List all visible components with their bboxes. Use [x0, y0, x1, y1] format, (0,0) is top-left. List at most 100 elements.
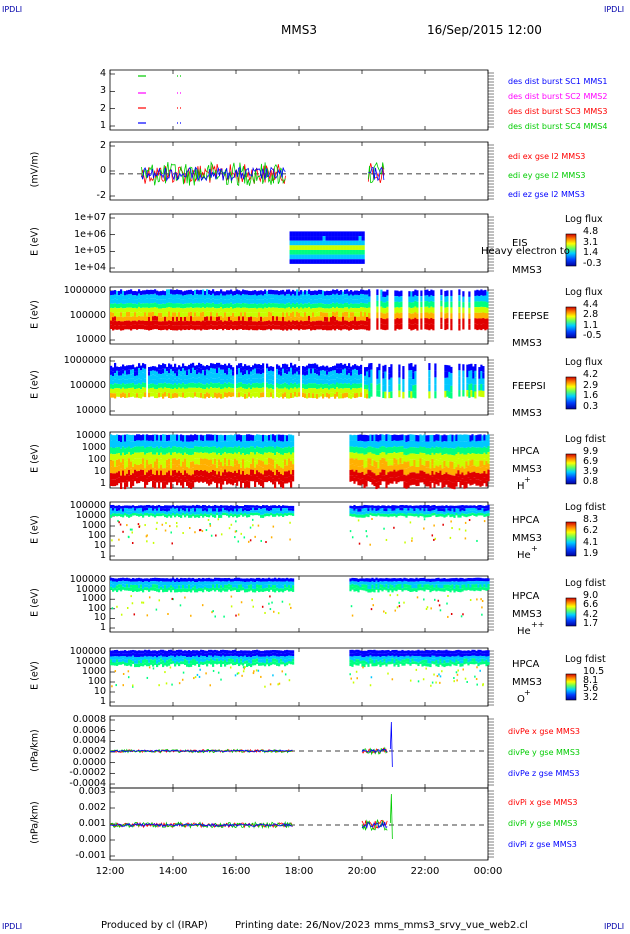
hpca_h-cell: [393, 452, 396, 458]
feeps_e-cell: [420, 296, 423, 302]
feeps_e-cell: [128, 311, 131, 317]
feeps_i-cell: [254, 373, 257, 379]
feeps_e-cell: [412, 291, 415, 297]
hpca_he1-cell: [393, 526, 395, 529]
feeps_i-cell: [296, 380, 299, 385]
feeps_e-cell: [194, 325, 197, 331]
hpca_h-cell: [451, 468, 454, 476]
feeps_e-cell: [186, 320, 189, 326]
feeps_e-cell: [358, 291, 361, 296]
footer-printing: Printing date: 26/Nov/2023: [235, 920, 371, 931]
hpca_h-cell: [202, 459, 205, 465]
hpca_h-cell: [274, 481, 277, 489]
feeps_i-cell: [200, 363, 203, 369]
hpca_he1-cell: [389, 513, 392, 517]
hpca_h-cell: [395, 471, 398, 478]
hpca_h-cell: [260, 435, 263, 442]
hpca_he1-cell: [198, 508, 201, 512]
feeps_e-cell: [170, 293, 173, 299]
feeps_e-cell: [294, 312, 297, 317]
feeps_i-cell: [238, 368, 241, 374]
hpca_h-cell: [254, 448, 257, 455]
hpca_h-cell: [216, 481, 219, 488]
feeps_i-cell: [254, 368, 257, 374]
feeps_e-cell: [206, 316, 209, 321]
feeps_e-cell: [112, 294, 115, 300]
hpca_h-cell: [407, 461, 410, 468]
hpca_h-cell: [118, 447, 121, 454]
feeps_e-cell: [220, 302, 223, 307]
feeps_i-cell: [184, 379, 187, 385]
eis-cell: [361, 249, 365, 255]
hpca_h-cell: [232, 435, 235, 442]
feeps_e-cell: [340, 307, 343, 313]
feeps_e-cell: [318, 325, 321, 330]
hpca_h-cell: [375, 475, 378, 483]
hpca_he1-cell: [252, 505, 255, 508]
hpca_he1-cell: [463, 511, 466, 514]
hpca_h-cell: [174, 475, 177, 482]
hpca_h-cell: [144, 474, 147, 482]
hpca_he1-cell: [130, 505, 133, 509]
feeps_e-cell: [166, 325, 169, 331]
feeps_i-cell: [214, 364, 217, 369]
hpca_he1-cell: [467, 505, 470, 509]
feeps_i-cell: [144, 382, 147, 388]
hpca_h-cell: [461, 447, 464, 454]
hpca_h-cell: [224, 475, 227, 482]
hpca_he1-cell: [407, 513, 410, 516]
feeps_e-cell: [484, 295, 487, 302]
hpca_he1-cell: [427, 508, 430, 512]
hpca_h-cell: [435, 453, 438, 460]
feeps_i-cell: [114, 383, 117, 389]
feeps_e-cell: [178, 316, 181, 321]
hpca_he1-cell: [477, 510, 480, 513]
hpca_h-cell: [112, 441, 115, 448]
feeps_e-cell: [182, 291, 185, 296]
hpca_he1-cell: [481, 510, 484, 514]
feeps_e-cell: [192, 312, 195, 317]
feeps_e-cell: [210, 312, 213, 317]
feeps_e-cell: [158, 321, 161, 326]
hpca_h-cell: [375, 461, 378, 469]
feeps_e-cell: [110, 316, 113, 321]
hpca_h-cell: [132, 434, 135, 442]
feeps_e-cell: [130, 298, 133, 304]
hpca_h-cell: [162, 454, 165, 462]
hpca_h-cell: [377, 441, 380, 449]
feeps_e-cell: [338, 325, 341, 330]
feeps_e-cell: [242, 294, 245, 299]
eis-cell: [310, 240, 314, 246]
feeps_e-cell: [252, 325, 255, 331]
feeps_e-cell: [244, 298, 247, 304]
hpca_he1-cell: [443, 508, 446, 512]
feeps_i-cell: [230, 365, 233, 370]
hpca_h-cell: [268, 452, 271, 459]
feeps_e-cell: [200, 294, 203, 299]
feeps_e-cell: [214, 291, 217, 296]
feeps_e-cell: [408, 302, 411, 308]
hpca_h-cell: [443, 447, 446, 455]
feeps_e-cell: [164, 308, 167, 313]
feeps_i-cell: [156, 380, 159, 385]
feeps_e-cell: [396, 312, 399, 318]
feeps_i-cell: [208, 370, 211, 376]
feeps_i-cell: [310, 378, 313, 384]
hpca_h-cell: [136, 452, 139, 459]
hpca_he1-cell: [228, 514, 231, 518]
hpca_h-cell: [242, 453, 245, 460]
feeps_i-cell: [332, 383, 335, 388]
feeps_i-cell: [154, 366, 157, 371]
feeps_e-cell: [316, 320, 319, 326]
hpca_h-cell: [433, 441, 436, 449]
hpca_h-cell: [252, 469, 255, 476]
eis-spectrogram: [289, 231, 365, 264]
feeps_e-cell: [192, 290, 195, 296]
feeps_i-cell: [200, 392, 203, 398]
feeps_e-cell: [132, 324, 135, 330]
hpca_h-cell: [208, 460, 211, 467]
hpca_he1-cell: [164, 529, 167, 532]
feeps_e-cell: [144, 307, 147, 313]
feeps_e-cell: [292, 294, 295, 299]
hpca_h-cell: [118, 434, 121, 441]
